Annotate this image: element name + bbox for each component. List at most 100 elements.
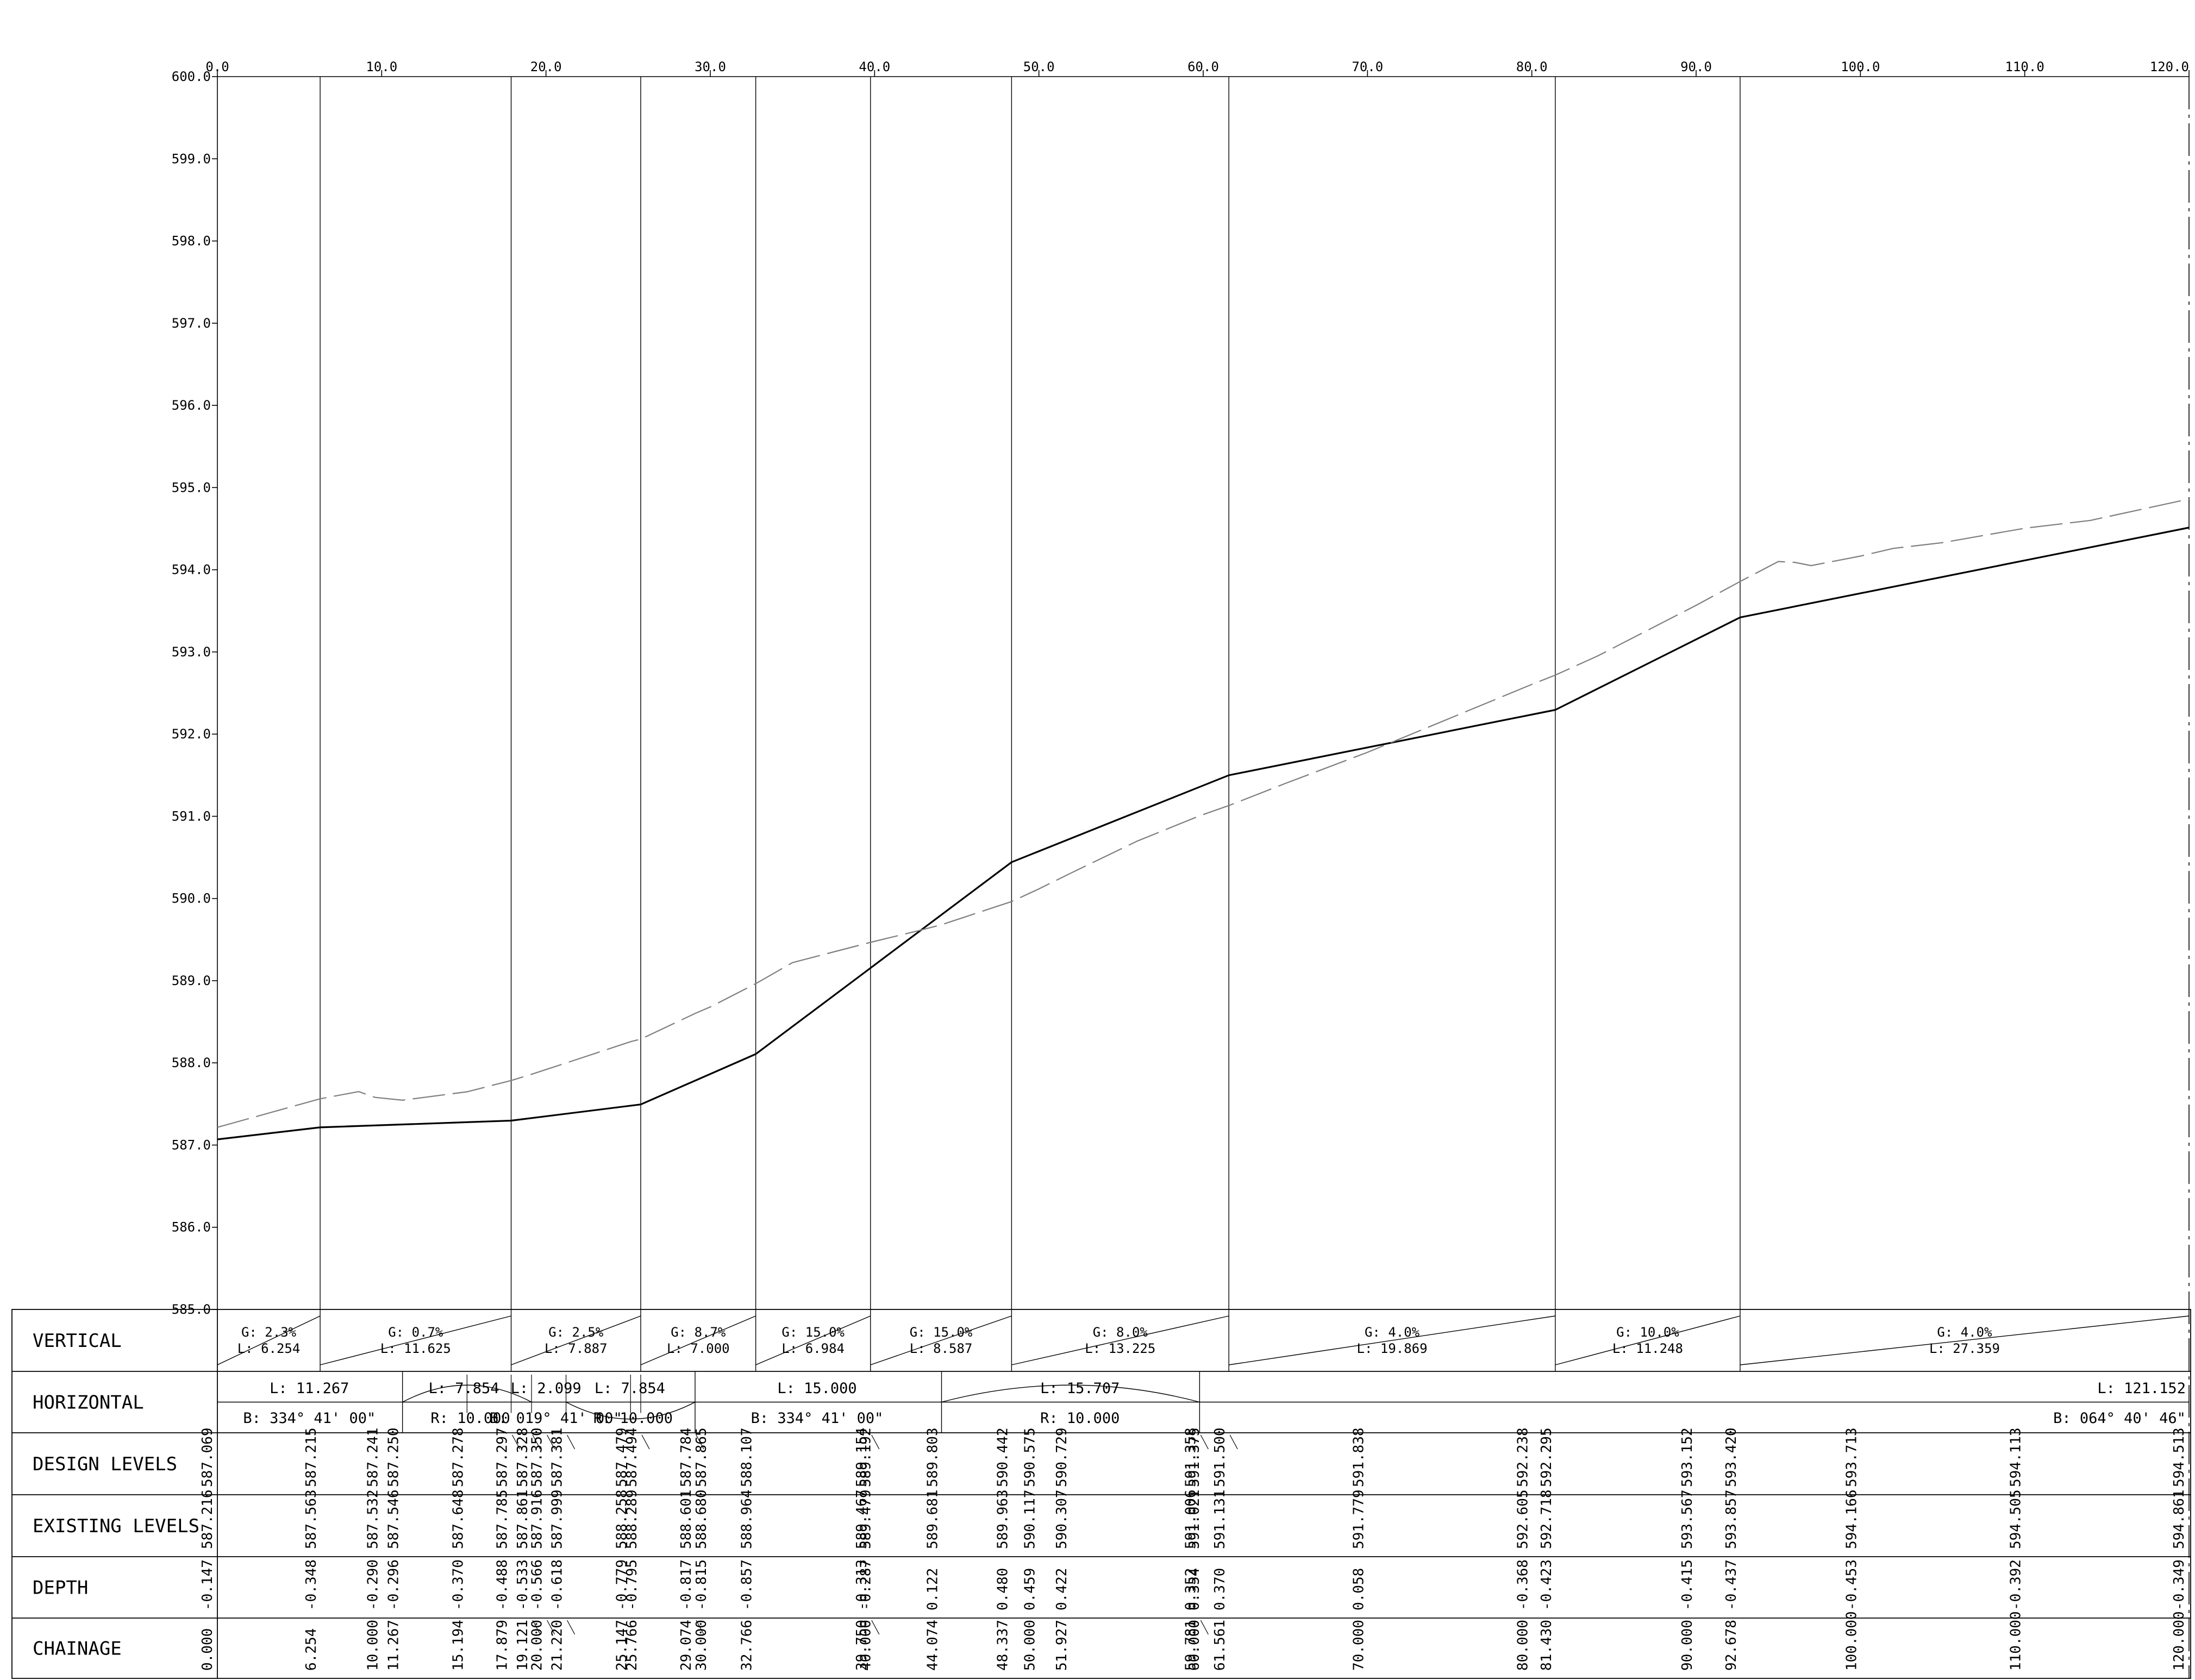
existing-level-value: 589.681: [925, 1489, 941, 1549]
design-level-value: 591.838: [1350, 1427, 1367, 1487]
depth-value: 0.459: [1022, 1568, 1039, 1610]
existing-level-value: 590.307: [1054, 1489, 1070, 1549]
chainage-value: 0.000: [199, 1628, 216, 1671]
x-tick-label: 30.0: [695, 59, 726, 74]
depth-value: -0.370: [450, 1559, 466, 1610]
y-tick-label: 593.0: [172, 644, 211, 660]
horizontal-element-label: B: 064° 40' 46": [2053, 1410, 2186, 1427]
grade-slope-line: [640, 1315, 756, 1365]
leader-slash: [696, 1620, 704, 1635]
design-level-value: 589.192: [858, 1427, 874, 1487]
x-tick-label: 120.0: [2150, 59, 2189, 74]
depth-value: -0.618: [549, 1559, 566, 1610]
chainage-value: 30.000: [693, 1620, 710, 1671]
depth-value: 0.480: [995, 1568, 1011, 1610]
design-level-value: 594.513: [2171, 1427, 2187, 1487]
existing-level-value: 589.963: [995, 1489, 1011, 1549]
leader-slash: [1200, 1434, 1209, 1450]
design-level-value: 587.250: [386, 1427, 402, 1487]
depth-value: -0.857: [739, 1559, 755, 1610]
design-level-value: 593.713: [1843, 1427, 1860, 1487]
existing-level-value: 588.258: [614, 1489, 630, 1549]
horizontal-element-label: L: 7.854: [428, 1380, 499, 1397]
depth-value: -0.147: [199, 1559, 216, 1610]
chainage-value: 70.000: [1350, 1620, 1367, 1671]
leader-slash: [547, 1434, 555, 1450]
depth-value: 0.354: [1186, 1568, 1203, 1610]
y-tick-label: 595.0: [172, 480, 211, 495]
y-tick-label: 600.0: [172, 69, 211, 84]
chainage-value: 17.879: [495, 1620, 511, 1671]
x-tick-label: 100.0: [1841, 59, 1880, 74]
existing-level-value: 587.216: [199, 1489, 216, 1549]
grade-label: G: 0.7%: [388, 1325, 443, 1340]
depth-value: 0.352: [1183, 1568, 1199, 1610]
depth-value: 0.422: [1054, 1568, 1070, 1610]
existing-level-value: 588.964: [739, 1489, 755, 1549]
design-level-value: 587.865: [693, 1427, 710, 1487]
design-level-value: 590.729: [1054, 1427, 1070, 1487]
grade-length-label: L: 8.587: [910, 1341, 973, 1356]
chainage-value: 21.220: [549, 1620, 566, 1671]
depth-value: -0.313: [854, 1559, 870, 1610]
design-level-value: 590.442: [995, 1427, 1011, 1487]
y-tick-label: 587.0: [172, 1137, 211, 1152]
chainage-value: 48.337: [995, 1620, 1011, 1671]
existing-level-value: 591.021: [1186, 1489, 1203, 1549]
leader-slash: [1229, 1434, 1238, 1450]
design-level-value: 591.500: [1212, 1427, 1228, 1487]
chainage-value: 15.194: [450, 1620, 466, 1671]
depth-value: -0.368: [1515, 1559, 1531, 1610]
chainage-value: 32.766: [739, 1620, 755, 1671]
design-level-value: 594.113: [2008, 1427, 2024, 1487]
existing-level-value: 587.861: [515, 1489, 531, 1549]
existing-level-value: 587.532: [365, 1489, 381, 1549]
chainage-value: 61.561: [1212, 1620, 1228, 1671]
leader-slash: [1200, 1620, 1209, 1635]
depth-value: 0.122: [925, 1568, 941, 1610]
depth-value: -0.415: [1679, 1559, 1696, 1610]
x-tick-label: 110.0: [2005, 59, 2044, 74]
y-tick-label: 588.0: [172, 1055, 211, 1070]
grade-slope-line: [1229, 1315, 1556, 1365]
depth-value: 0.370: [1212, 1568, 1228, 1610]
chainage-value: 25.766: [624, 1620, 640, 1671]
chainage-value: 39.750: [854, 1620, 870, 1671]
depth-value: -0.795: [624, 1559, 640, 1610]
x-tick-label: 10.0: [366, 59, 397, 74]
depth-value: -0.290: [365, 1559, 381, 1610]
existing-level-value: 594.166: [1843, 1489, 1860, 1549]
existing-level-value: 590.117: [1022, 1489, 1039, 1549]
curve-arc: [941, 1384, 1200, 1403]
horizontal-element-label: R: 10.000: [430, 1410, 510, 1427]
leader-slash: [512, 1434, 521, 1450]
y-tick-label: 592.0: [172, 726, 211, 742]
depth-value: -0.349: [2171, 1559, 2187, 1610]
horizontal-element-label: L: 2.099: [511, 1380, 581, 1397]
chainage-value: 20.000: [529, 1620, 546, 1671]
chainage-value: 6.254: [303, 1628, 320, 1671]
grade-slope-line: [320, 1315, 511, 1365]
chainage-value: 19.121: [515, 1620, 531, 1671]
depth-value: -0.453: [1843, 1559, 1860, 1610]
grade-label: G: 15.0%: [781, 1325, 845, 1340]
existing-level-value: 588.680: [693, 1489, 710, 1549]
grade-length-label: L: 11.625: [380, 1341, 451, 1356]
row-label: CHAINAGE: [33, 1638, 122, 1660]
chainage-value: 25.147: [614, 1620, 630, 1671]
x-tick-label: 50.0: [1023, 59, 1055, 74]
chainage-value: 50.000: [1022, 1620, 1039, 1671]
chainage-value: 11.267: [386, 1620, 402, 1671]
leader-slash: [547, 1620, 555, 1635]
leader-slash: [871, 1434, 880, 1450]
design-level-value: 591.375: [1186, 1427, 1203, 1487]
chainage-value: 40.000: [858, 1620, 874, 1671]
depth-value: -0.296: [386, 1559, 402, 1610]
grade-slope-line: [755, 1315, 871, 1365]
existing-level-value: 588.601: [678, 1489, 695, 1549]
design-level-value: 592.238: [1515, 1427, 1531, 1487]
existing-level-value: 591.006: [1183, 1489, 1199, 1549]
depth-value: -0.392: [2008, 1559, 2024, 1610]
x-tick-label: 90.0: [1680, 59, 1712, 74]
